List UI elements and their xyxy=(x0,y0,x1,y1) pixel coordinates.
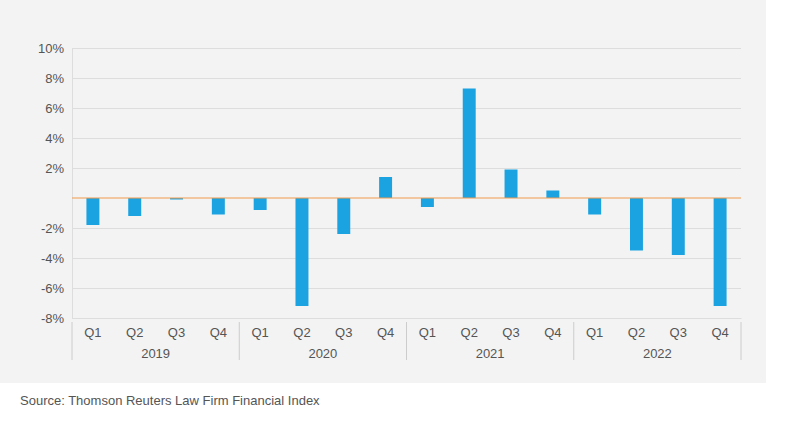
bar xyxy=(505,170,518,199)
grid-line xyxy=(72,288,741,289)
y-axis: -8% -6% -4% -2% 2% 4% 6% 8% 10% xyxy=(38,41,741,326)
x-tick: Q4 xyxy=(544,318,561,340)
x-tick: Q2 xyxy=(126,318,143,340)
chart-svg: -8% -6% -4% -2% 2% 4% 6% 8% 10% Q1 Q2 Q3 Q4 Q1 Q2 Q3 Q4 Q… xyxy=(0,0,786,424)
x-tick: Q1 xyxy=(84,318,101,340)
grid-line xyxy=(72,48,741,49)
x-tick-label: Q2 xyxy=(628,325,645,340)
bar xyxy=(337,198,350,234)
x-tick-label: Q1 xyxy=(419,325,436,340)
bar xyxy=(630,198,643,251)
x-tick: Q2 xyxy=(461,318,478,340)
y-tick-label: 6% xyxy=(45,101,64,116)
bar xyxy=(254,198,267,210)
x-tick-label: Q3 xyxy=(335,325,352,340)
y-tick-label: 2% xyxy=(45,161,64,176)
y-tick-label: -4% xyxy=(41,251,65,266)
y-tick: 6% xyxy=(45,101,741,116)
group-label: 2021 xyxy=(476,346,505,361)
grid-line xyxy=(72,138,741,139)
grid-line xyxy=(72,108,741,109)
group-labels: 2019 2020 2021 2022 xyxy=(141,346,672,361)
y-axis-line xyxy=(72,49,73,319)
x-tick-label: Q4 xyxy=(544,325,561,340)
bar xyxy=(421,198,434,207)
background xyxy=(0,0,766,383)
x-tick: Q2 xyxy=(293,318,310,340)
x-tick-label: Q2 xyxy=(293,325,310,340)
bar xyxy=(128,198,141,216)
group-label: 2020 xyxy=(308,346,337,361)
x-tick-label: Q3 xyxy=(670,325,687,340)
x-tick: Q3 xyxy=(670,318,687,340)
source: Source: Thomson Reuters Law Firm Financi… xyxy=(20,393,320,408)
x-tick: Q3 xyxy=(335,318,352,340)
x-tick-label: Q1 xyxy=(586,325,603,340)
bar xyxy=(672,198,685,255)
x-tick-label: Q2 xyxy=(461,325,478,340)
x-tick-label: Q4 xyxy=(711,325,728,340)
x-tick: Q3 xyxy=(502,318,519,340)
group-separator xyxy=(573,322,574,360)
group-label: 2022 xyxy=(643,346,672,361)
y-tick-label: 8% xyxy=(45,71,64,86)
y-tick: 4% xyxy=(45,131,741,146)
x-tick: Q1 xyxy=(586,318,603,340)
bar xyxy=(714,198,727,306)
y-tick: -4% xyxy=(41,251,741,266)
x-tick-label: Q3 xyxy=(168,325,185,340)
grid-line xyxy=(72,78,741,79)
bar xyxy=(295,198,308,306)
x-tick: Q4 xyxy=(377,318,394,340)
group-separators xyxy=(72,322,741,360)
bar xyxy=(546,191,559,199)
y-tick-label: 10% xyxy=(38,41,64,56)
x-tick: Q1 xyxy=(419,318,436,340)
grid-line xyxy=(72,318,741,319)
x-tick: Q4 xyxy=(711,318,728,340)
x-tick-label: Q1 xyxy=(84,325,101,340)
y-tick-label: -2% xyxy=(41,221,65,236)
grid-line xyxy=(72,258,741,259)
x-axis-line xyxy=(73,318,742,319)
x-tick-label: Q1 xyxy=(251,325,268,340)
group-separator xyxy=(741,322,742,360)
bar xyxy=(463,89,476,199)
y-tick: 10% xyxy=(38,41,741,56)
x-tick-label: Q2 xyxy=(126,325,143,340)
x-tick: Q2 xyxy=(628,318,645,340)
group-separator xyxy=(239,322,240,360)
bar xyxy=(86,198,99,225)
x-tick: Q3 xyxy=(168,318,185,340)
x-tick-label: Q4 xyxy=(210,325,227,340)
x-tick-label: Q3 xyxy=(502,325,519,340)
y-tick: -6% xyxy=(41,281,741,296)
group-separator xyxy=(72,322,73,360)
y-tick: 8% xyxy=(45,71,741,86)
y-tick: 2% xyxy=(45,161,741,176)
grid-line xyxy=(72,168,741,169)
bar xyxy=(588,198,601,215)
group-label: 2019 xyxy=(141,346,170,361)
bars xyxy=(86,89,726,307)
bar xyxy=(212,198,225,215)
zero-line xyxy=(72,197,741,198)
x-tick-label: Q4 xyxy=(377,325,394,340)
y-tick-label: 4% xyxy=(45,131,64,146)
group-separator xyxy=(406,322,407,360)
y-tick: -8% xyxy=(41,311,741,326)
x-tick: Q1 xyxy=(251,318,268,340)
y-tick-label: -6% xyxy=(41,281,65,296)
x-tick: Q4 xyxy=(210,318,227,340)
y-tick-label: -8% xyxy=(41,311,65,326)
bar xyxy=(379,177,392,198)
